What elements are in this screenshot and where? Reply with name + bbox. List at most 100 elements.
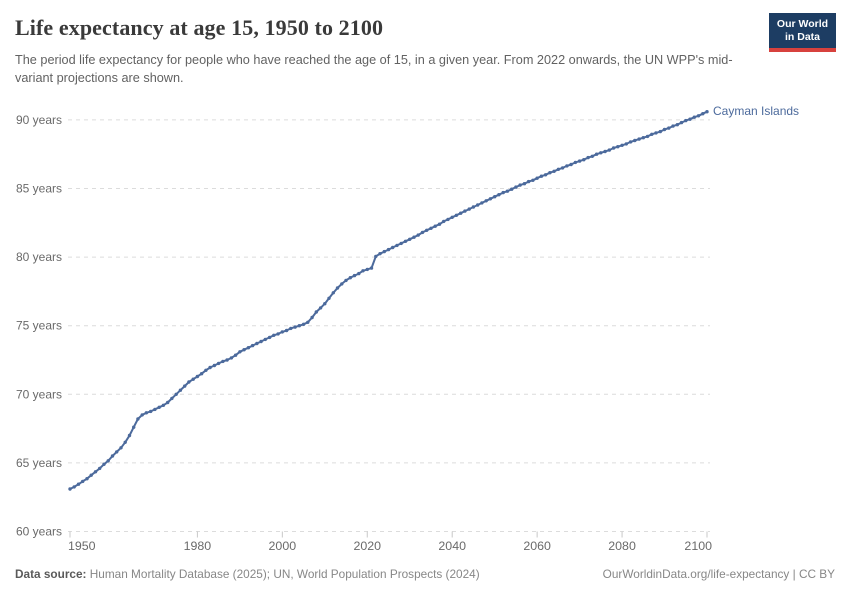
- series-point[interactable]: [590, 154, 594, 158]
- series-point[interactable]: [556, 167, 561, 171]
- series-point[interactable]: [488, 197, 493, 201]
- series-point[interactable]: [98, 466, 102, 471]
- series-point[interactable]: [599, 151, 603, 155]
- series-point[interactable]: [374, 254, 378, 259]
- series-point[interactable]: [153, 407, 157, 412]
- series-point[interactable]: [263, 337, 267, 342]
- series-point[interactable]: [425, 228, 429, 232]
- series-point[interactable]: [93, 470, 98, 474]
- series-point[interactable]: [429, 226, 433, 230]
- series-point[interactable]: [310, 315, 314, 320]
- series-point[interactable]: [369, 266, 374, 270]
- series-point[interactable]: [654, 131, 658, 135]
- series-point[interactable]: [573, 160, 578, 165]
- series-point[interactable]: [191, 377, 195, 381]
- series-point[interactable]: [195, 374, 200, 379]
- series-point[interactable]: [484, 199, 488, 203]
- series-point[interactable]: [467, 207, 471, 211]
- series-point[interactable]: [267, 335, 272, 340]
- series-point[interactable]: [560, 166, 565, 170]
- series-point[interactable]: [658, 129, 662, 134]
- series-point[interactable]: [106, 459, 110, 463]
- series-point[interactable]: [650, 132, 654, 136]
- series-line[interactable]: [69, 110, 708, 490]
- series-point[interactable]: [454, 213, 459, 217]
- series-point[interactable]: [76, 482, 81, 486]
- series-point[interactable]: [314, 310, 318, 314]
- series-point[interactable]: [582, 158, 586, 162]
- series-point[interactable]: [246, 346, 251, 350]
- series-point[interactable]: [696, 114, 701, 118]
- series-point[interactable]: [140, 413, 144, 417]
- series-point[interactable]: [395, 243, 399, 248]
- series-point[interactable]: [624, 142, 628, 146]
- series-point[interactable]: [166, 400, 170, 405]
- series-point[interactable]: [671, 124, 675, 128]
- series-point[interactable]: [199, 372, 204, 376]
- series-point[interactable]: [637, 137, 641, 141]
- series-point[interactable]: [89, 473, 93, 477]
- series-point[interactable]: [667, 126, 671, 130]
- series-point[interactable]: [72, 485, 76, 489]
- series-point[interactable]: [386, 247, 391, 252]
- series-point[interactable]: [518, 183, 522, 187]
- series-point[interactable]: [408, 237, 412, 241]
- series-point[interactable]: [68, 487, 72, 491]
- series-point[interactable]: [526, 179, 531, 184]
- series-point[interactable]: [361, 269, 365, 273]
- series-point[interactable]: [471, 205, 476, 209]
- series-point[interactable]: [701, 112, 705, 116]
- series-point[interactable]: [255, 341, 259, 346]
- series-point[interactable]: [607, 148, 611, 152]
- series-point[interactable]: [382, 249, 386, 254]
- series-point[interactable]: [174, 392, 178, 396]
- series-point[interactable]: [318, 306, 323, 310]
- series-point[interactable]: [212, 363, 217, 368]
- series-point[interactable]: [352, 273, 357, 278]
- series-point[interactable]: [272, 333, 276, 337]
- series-point[interactable]: [505, 189, 510, 193]
- series-point[interactable]: [229, 356, 234, 360]
- series-point[interactable]: [437, 222, 442, 226]
- entity-label[interactable]: Cayman Islands: [713, 103, 800, 118]
- series-point[interactable]: [284, 328, 289, 333]
- series-point[interactable]: [514, 185, 518, 189]
- series-point[interactable]: [628, 140, 633, 144]
- series-point[interactable]: [85, 477, 89, 481]
- series-point[interactable]: [391, 245, 395, 250]
- series-point[interactable]: [378, 252, 382, 256]
- series-point[interactable]: [645, 134, 650, 139]
- series-point[interactable]: [81, 479, 85, 484]
- series-point[interactable]: [183, 384, 187, 388]
- series-point[interactable]: [331, 291, 335, 295]
- series-point[interactable]: [323, 302, 327, 306]
- series-point[interactable]: [102, 462, 106, 466]
- series-point[interactable]: [692, 115, 696, 119]
- series-point[interactable]: [289, 326, 293, 331]
- series-point[interactable]: [543, 173, 548, 177]
- series-point[interactable]: [569, 162, 573, 167]
- series-point[interactable]: [459, 211, 463, 215]
- series-point[interactable]: [161, 403, 166, 407]
- series-point[interactable]: [620, 143, 624, 147]
- series-point[interactable]: [420, 230, 425, 235]
- series-point[interactable]: [221, 359, 225, 364]
- series-point[interactable]: [403, 239, 408, 243]
- series-point[interactable]: [633, 138, 637, 143]
- series-point[interactable]: [123, 440, 127, 444]
- series-point[interactable]: [204, 368, 208, 372]
- series-point[interactable]: [149, 409, 153, 414]
- series-point[interactable]: [611, 146, 616, 150]
- series-point[interactable]: [301, 322, 306, 326]
- series-point[interactable]: [565, 164, 569, 168]
- series-point[interactable]: [216, 361, 221, 366]
- series-point[interactable]: [399, 241, 403, 246]
- series-point[interactable]: [433, 224, 437, 228]
- series-point[interactable]: [688, 117, 692, 121]
- series-point[interactable]: [119, 446, 123, 450]
- series-point[interactable]: [225, 358, 229, 362]
- series-point[interactable]: [238, 350, 242, 354]
- series-point[interactable]: [480, 201, 484, 205]
- series-point[interactable]: [115, 450, 119, 454]
- series-point[interactable]: [157, 405, 161, 409]
